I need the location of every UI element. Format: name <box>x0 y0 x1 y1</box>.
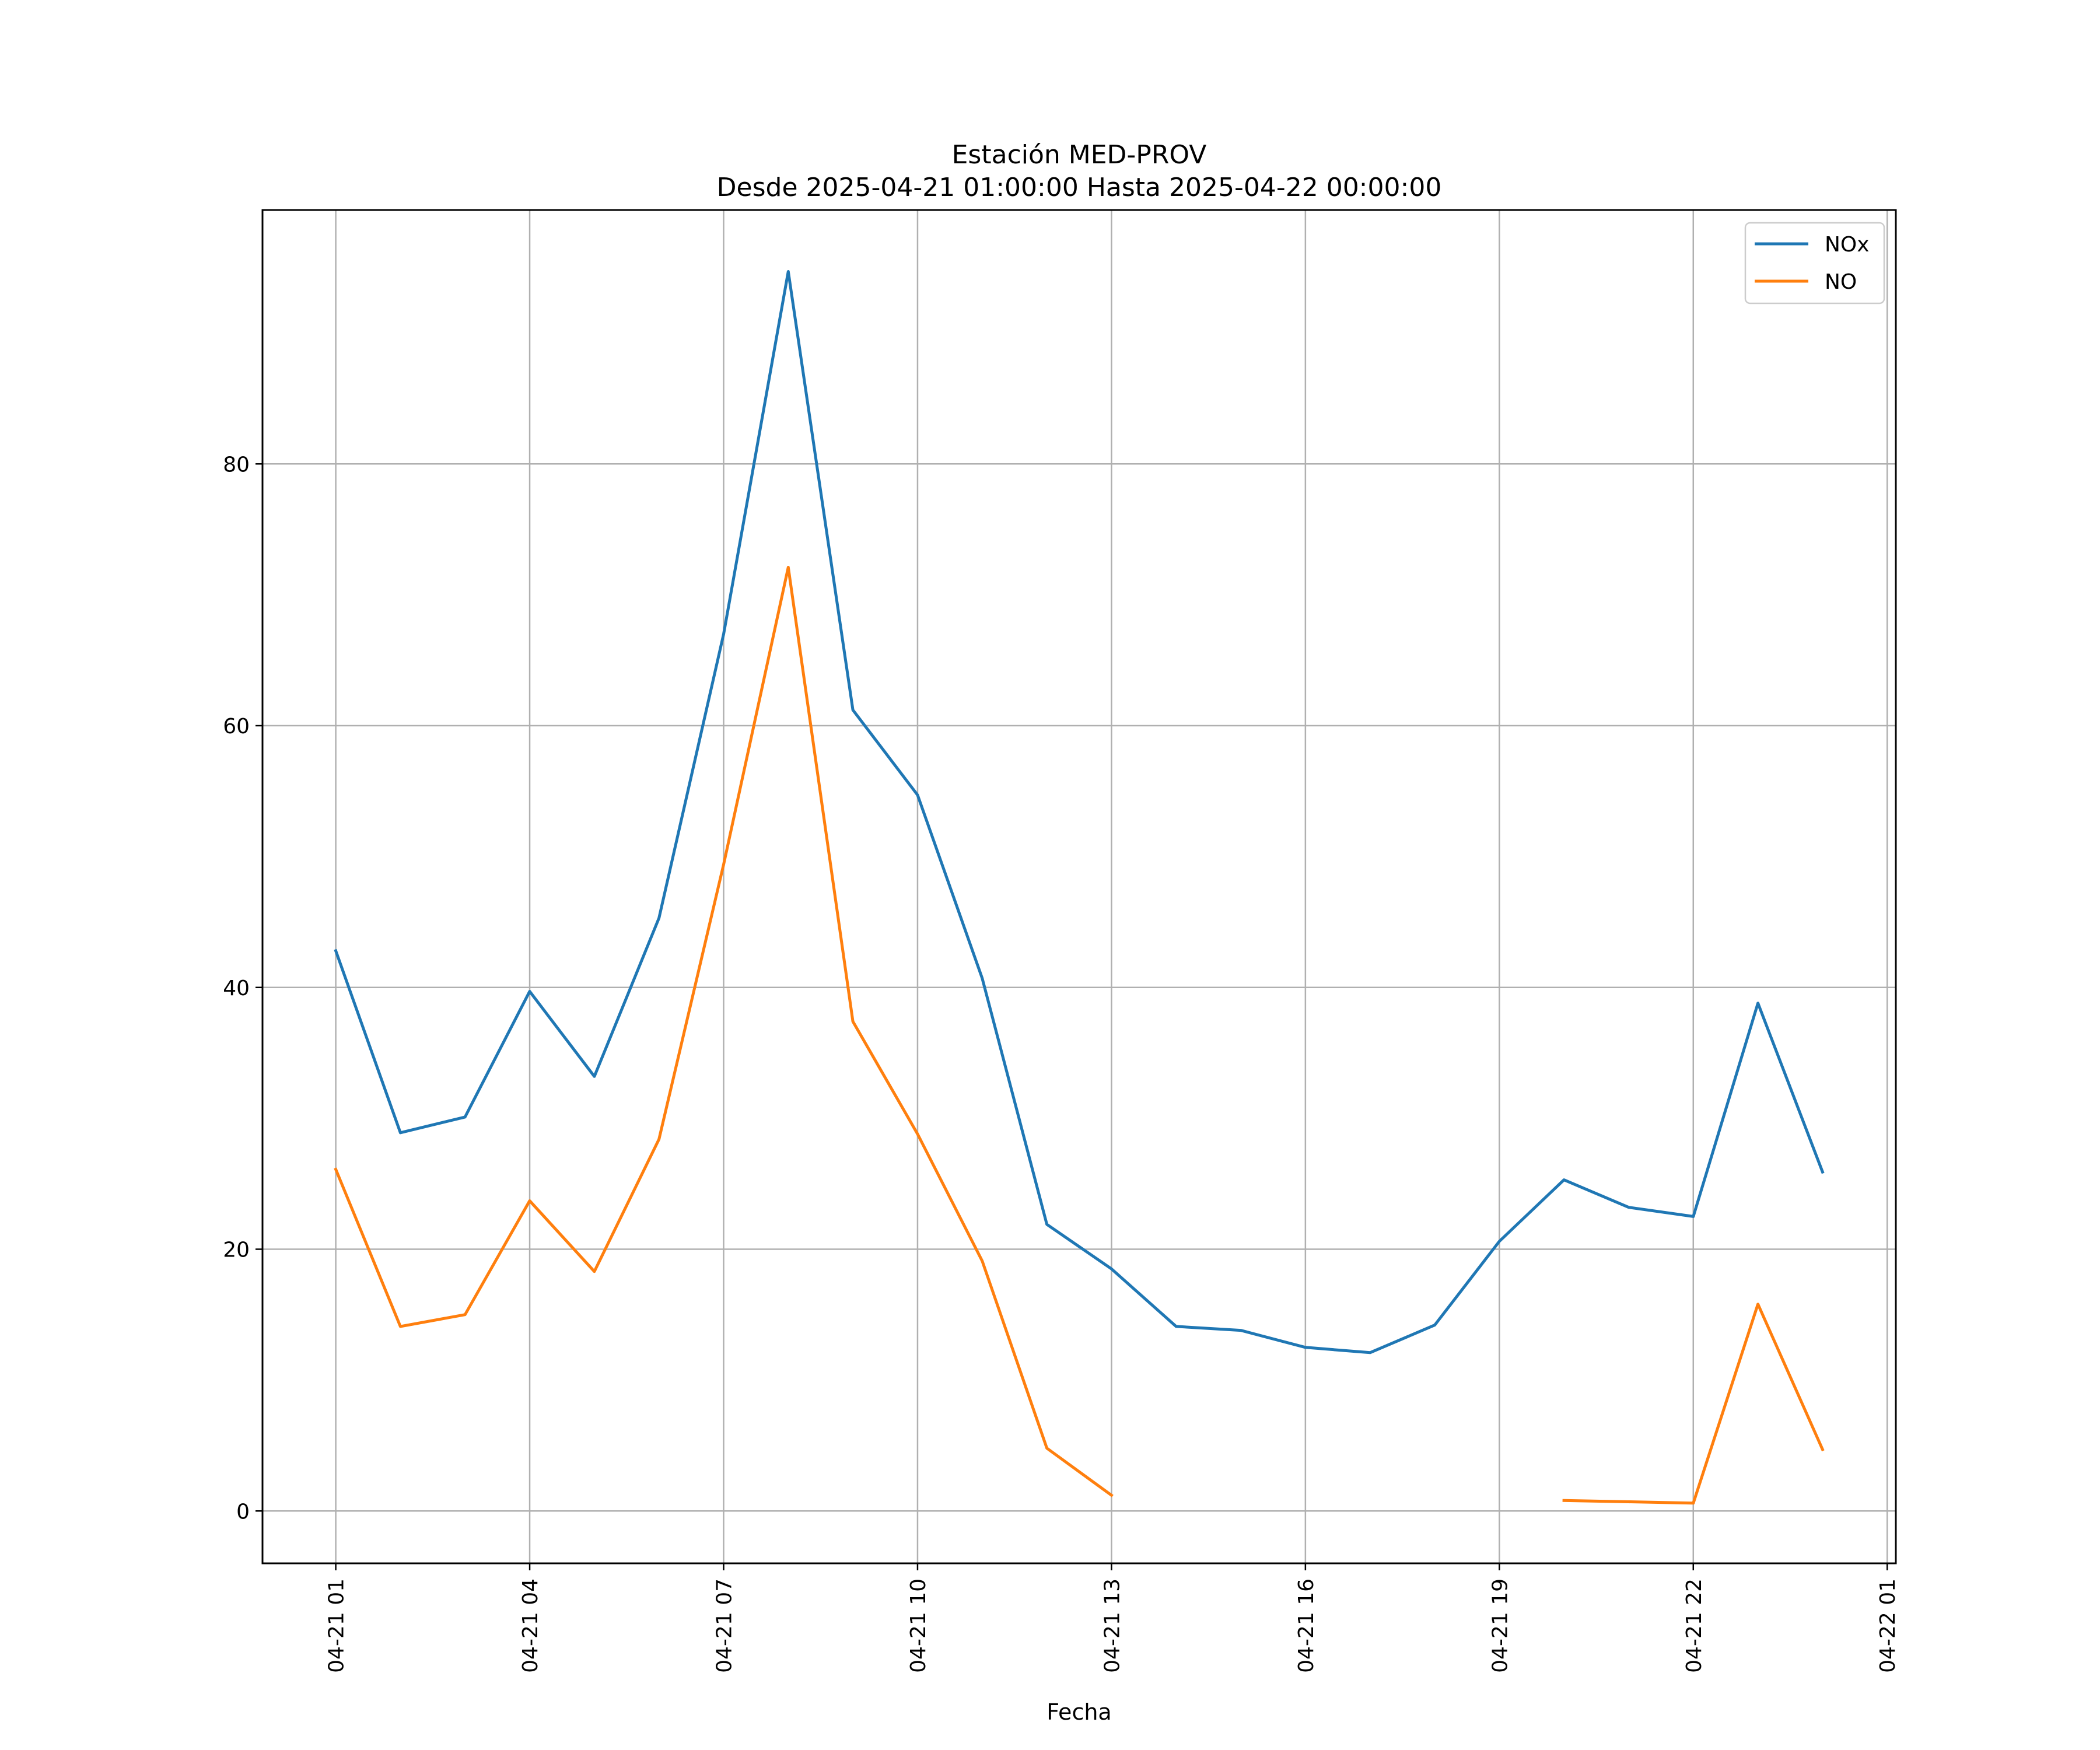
y-tick-label: 40 <box>223 977 250 1000</box>
x-tick-label: 04-21 04 <box>519 1578 542 1673</box>
plot-frame <box>261 209 1897 1564</box>
x-tick-label: 04-21 19 <box>1488 1578 1512 1673</box>
series-line-nox <box>334 270 1825 1354</box>
legend: NOx NO <box>1744 222 1885 304</box>
x-tick-label: 04-21 13 <box>1100 1578 1124 1673</box>
chart-title: Estación MED-PROV <box>952 140 1207 170</box>
legend-label-no: NO <box>1825 270 1857 294</box>
x-tick-label: 04-21 16 <box>1294 1578 1318 1673</box>
legend-label-nox: NOx <box>1825 233 1870 257</box>
x-tick-label: 04-22 01 <box>1876 1578 1900 1673</box>
y-tick-label: 0 <box>236 1500 250 1524</box>
series-line-no <box>1562 1303 1825 1505</box>
chart-subtitle: Desde 2025-04-21 01:00:00 Hasta 2025-04-… <box>717 173 1442 202</box>
y-tick-label: 20 <box>223 1238 250 1262</box>
y-axis: 0 20 40 60 80 <box>223 453 262 1524</box>
x-tick-label: 04-21 10 <box>907 1578 930 1673</box>
x-axis-label: Fecha <box>1046 1699 1111 1725</box>
series-line-no <box>334 566 1114 1497</box>
x-tick-label: 04-21 22 <box>1682 1578 1706 1673</box>
y-tick-label: 80 <box>223 453 250 477</box>
grid <box>262 210 1896 1563</box>
y-tick-label: 60 <box>223 715 250 738</box>
x-tick-label: 04-21 07 <box>713 1578 737 1673</box>
x-axis: 04-21 01 04-21 04 04-21 07 04-21 10 04-21 13… <box>325 1563 1900 1673</box>
x-tick-label: 04-21 01 <box>325 1578 349 1673</box>
series-lines <box>334 270 1825 1505</box>
